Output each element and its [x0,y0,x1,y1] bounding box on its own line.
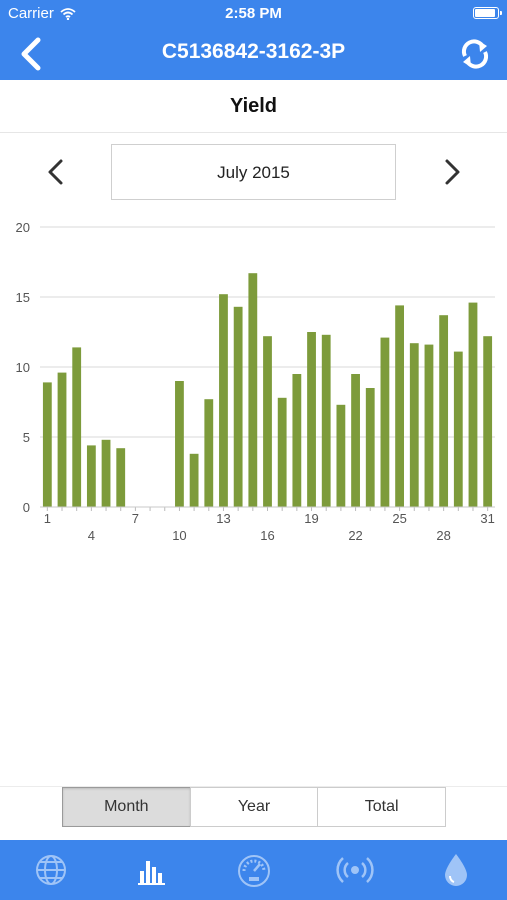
bar-day-24 [380,337,390,507]
x-tick-label: 19 [304,511,318,526]
chevron-right-icon [445,159,460,185]
x-tick-label: 7 [132,511,139,526]
x-tick-label: 4 [88,528,95,543]
bar-day-17 [277,397,287,507]
bar-day-13 [219,294,228,507]
chevron-left-icon [21,37,41,71]
bar-day-21 [336,404,346,507]
y-tick-label: 15 [16,290,30,305]
bar-day-18 [292,374,302,507]
bar-day-15 [248,273,258,507]
period-segmented-control: Month Year Total [62,787,447,827]
status-bar: Carrier 2:58 PM [0,0,507,28]
period-selector: July 2015 [0,144,507,202]
x-tick-label: 25 [392,511,406,526]
bar-day-25 [395,305,404,507]
bar-day-22 [351,374,360,507]
bar-day-2 [57,372,67,507]
y-tick-label: 0 [23,500,30,515]
bar-day-3 [72,347,82,507]
battery-icon [473,7,502,19]
chevron-left-icon [48,159,63,185]
x-tick-label: 16 [260,528,274,543]
bar-day-31 [483,336,493,507]
tab-chart[interactable] [101,840,202,900]
refresh-icon [461,39,489,69]
segment-month[interactable]: Month [62,787,191,827]
wifi-icon [60,7,76,20]
carrier-group: Carrier [8,5,76,22]
bar-day-30 [468,302,478,507]
gauge-icon [237,855,270,887]
back-button[interactable] [14,36,50,72]
bar-day-20 [321,334,331,507]
broadcast-icon [336,857,374,883]
tab-broadcast[interactable] [304,840,405,900]
water-drop-icon [445,854,468,886]
y-tick-label: 20 [16,220,30,235]
previous-period-button[interactable] [40,156,72,188]
tab-globe[interactable] [0,840,101,900]
y-tick-label: 10 [16,360,30,375]
tab-gauge[interactable] [203,840,304,900]
next-period-button[interactable] [436,156,468,188]
segment-year[interactable]: Year [189,787,319,827]
yield-bar-chart: 0 5 10 15 20 1 7 13 19 25 31 4 10 16 22 28 [16,220,495,543]
x-tick-label: 28 [436,528,450,543]
globe-icon [35,855,66,885]
bar-day-23 [365,388,375,507]
bar-day-29 [453,351,463,507]
section-title: Yield [0,80,507,133]
status-time: 2:58 PM [225,5,282,22]
bar-day-12 [204,399,214,507]
x-tick-label: 22 [348,528,362,543]
x-tick-label: 13 [216,511,230,526]
y-tick-label: 5 [23,430,30,445]
segment-total[interactable]: Total [317,787,447,827]
divider [0,786,507,787]
bar-day-1 [42,382,52,507]
bar-day-5 [101,439,111,507]
tab-water[interactable] [406,840,507,900]
page-title: C5136842-3162-3P [161,40,346,63]
carrier-label: Carrier [8,5,54,22]
bar-day-28 [439,315,449,507]
nav-bar: C5136842-3162-3P [0,28,507,80]
period-label[interactable]: July 2015 [111,144,396,200]
bar-day-19 [307,332,316,507]
bar-chart-icon [138,861,166,885]
bar-day-4 [86,445,96,507]
bar-day-26 [409,343,419,507]
bar-day-16 [263,336,272,507]
battery-level [475,9,495,17]
x-tick-label: 10 [172,528,186,543]
refresh-button[interactable] [457,36,493,72]
x-tick-label: 1 [44,511,51,526]
tab-bar [0,840,507,900]
bar-day-6 [116,448,126,507]
x-tick-label: 31 [480,511,494,526]
bar-day-14 [233,306,243,507]
bar-day-27 [424,344,434,507]
bar-day-10 [175,381,184,507]
bar-day-11 [189,453,199,507]
